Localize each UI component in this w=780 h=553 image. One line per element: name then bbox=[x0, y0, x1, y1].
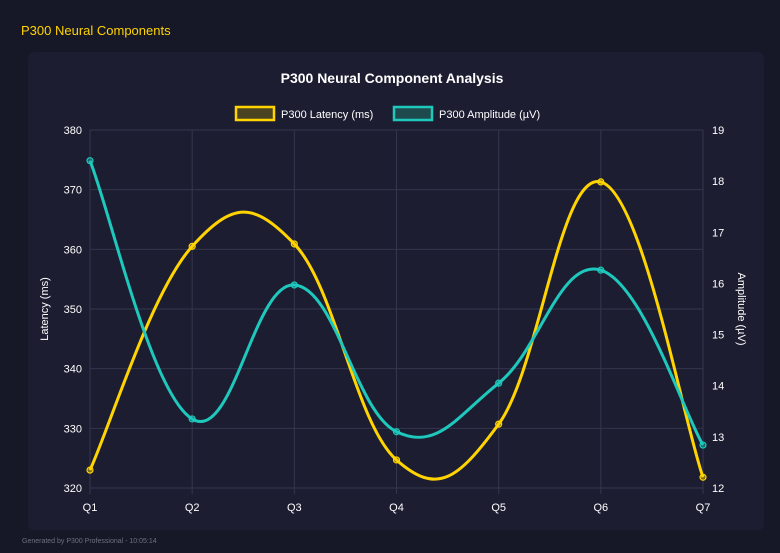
x-tick-label: Q2 bbox=[185, 502, 200, 514]
y-tick-label: 330 bbox=[64, 423, 82, 435]
data-point-amplitude[interactable] bbox=[699, 441, 707, 449]
data-point-amplitude[interactable] bbox=[597, 266, 605, 274]
y2-tick-label: 16 bbox=[712, 278, 724, 290]
y2-tick-label: 19 bbox=[712, 125, 724, 137]
y-tick-label: 360 bbox=[64, 244, 82, 256]
legend-swatch-amplitude[interactable] bbox=[392, 105, 434, 122]
data-point-latency[interactable] bbox=[290, 240, 298, 248]
y2-tick-label: 18 bbox=[712, 176, 724, 188]
y2-tick-label: 12 bbox=[712, 483, 724, 495]
data-point-latency[interactable] bbox=[597, 178, 605, 186]
y2-tick-label: 15 bbox=[712, 330, 724, 342]
y-tick-label: 320 bbox=[64, 483, 82, 495]
x-tick-label: Q7 bbox=[696, 502, 711, 514]
series-line-amplitude bbox=[88, 160, 705, 446]
y-tick-label: 380 bbox=[64, 125, 82, 137]
legend-label-amplitude[interactable]: P300 Amplitude (µV) bbox=[439, 109, 540, 121]
x-tick-label: Q5 bbox=[491, 502, 506, 514]
y-tick-label: 350 bbox=[64, 304, 82, 316]
data-point-amplitude[interactable] bbox=[188, 415, 196, 423]
y-tick-label: 340 bbox=[64, 364, 82, 376]
y2-tick-label: 17 bbox=[712, 227, 724, 239]
x-tick-label: Q3 bbox=[287, 502, 302, 514]
y2-axis-label: Amplitude (µV) bbox=[735, 273, 747, 346]
x-tick-label: Q4 bbox=[389, 502, 404, 514]
y2-tick-label: 14 bbox=[712, 381, 724, 393]
footer-text: Generated by P300 Professional - 10:05:1… bbox=[22, 538, 157, 545]
data-point-latency[interactable] bbox=[392, 456, 401, 464]
legend-label-latency[interactable]: P300 Latency (ms) bbox=[281, 109, 373, 121]
y-axis-label: Latency (ms) bbox=[39, 277, 51, 341]
data-point-latency[interactable] bbox=[188, 242, 196, 250]
legend-swatch-latency[interactable] bbox=[234, 105, 276, 122]
y-tick-label: 370 bbox=[64, 185, 82, 197]
x-tick-label: Q6 bbox=[593, 502, 608, 514]
x-tick-label: Q1 bbox=[83, 502, 98, 514]
page-title: P300 Neural Components bbox=[21, 23, 171, 38]
y2-tick-label: 13 bbox=[712, 432, 724, 444]
data-point-amplitude[interactable] bbox=[86, 157, 94, 165]
data-point-latency[interactable] bbox=[699, 473, 707, 481]
data-point-latency[interactable] bbox=[495, 420, 503, 428]
series-line-latency bbox=[88, 180, 705, 481]
data-point-amplitude[interactable] bbox=[392, 428, 401, 436]
data-point-amplitude[interactable] bbox=[290, 281, 298, 289]
data-point-amplitude[interactable] bbox=[495, 379, 503, 387]
data-point-latency[interactable] bbox=[86, 466, 94, 474]
chart-title: P300 Neural Component Analysis bbox=[281, 70, 504, 86]
